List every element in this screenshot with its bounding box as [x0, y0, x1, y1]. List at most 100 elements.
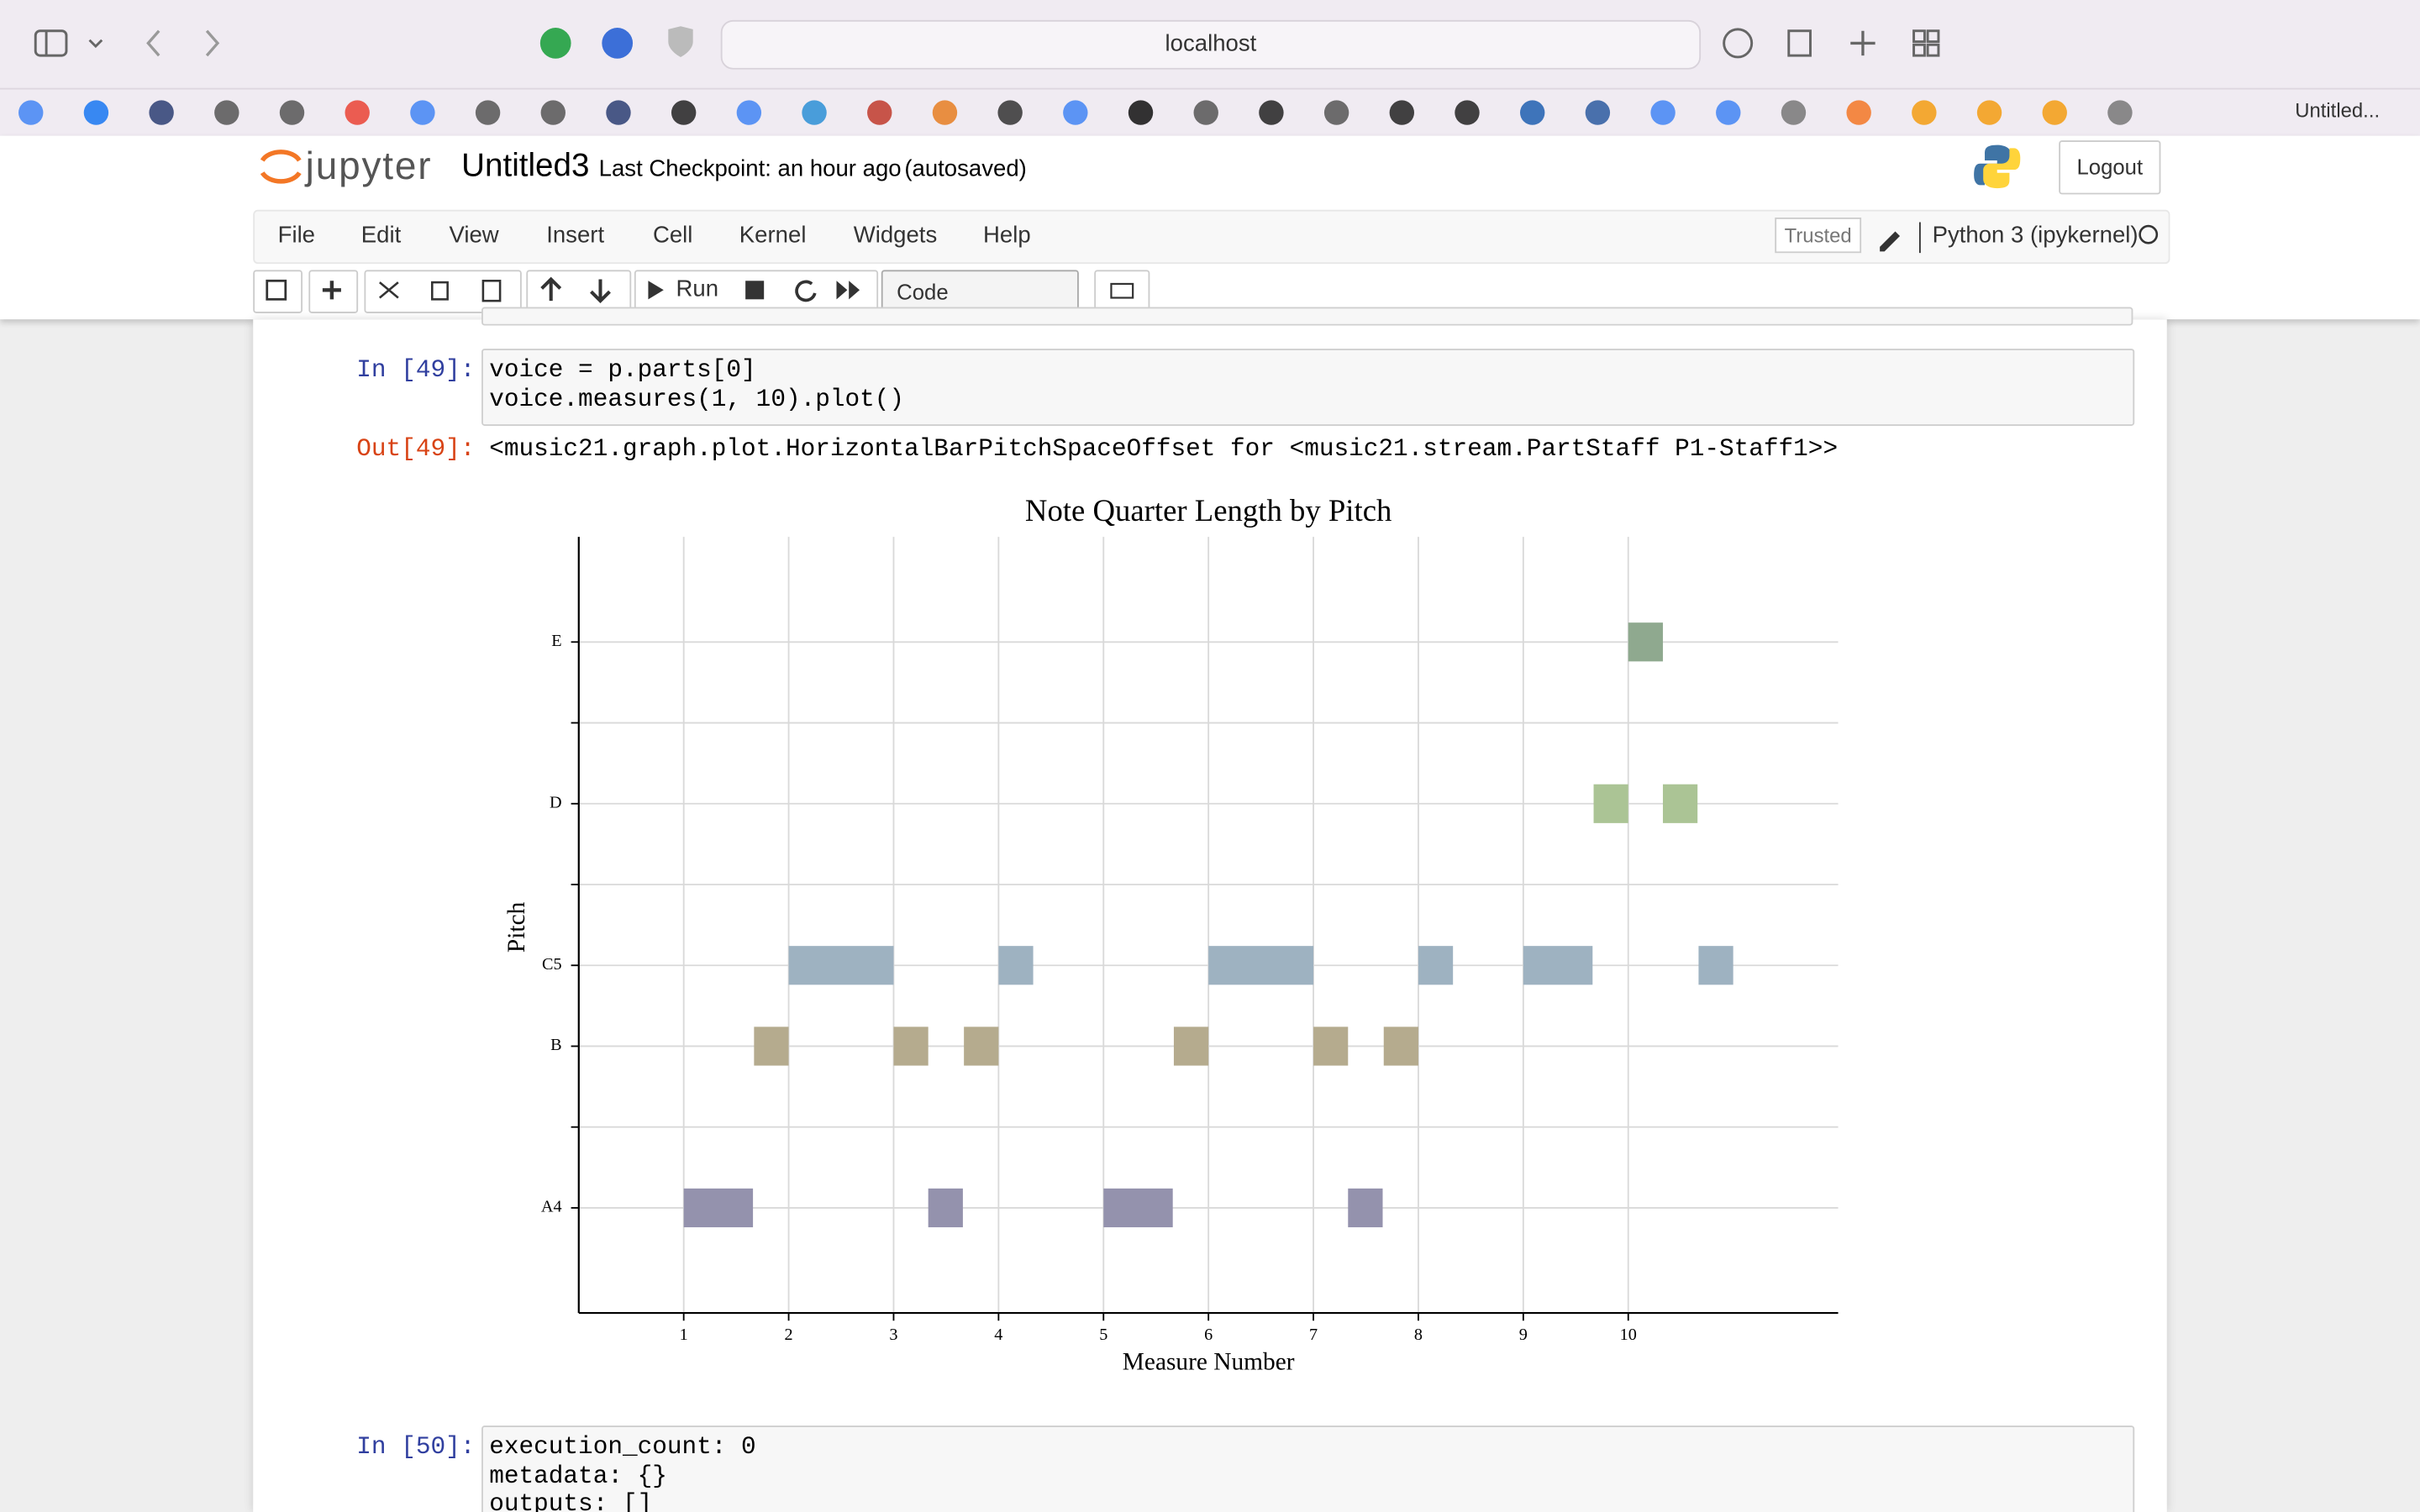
bookmark-icon — [736, 100, 762, 125]
bar — [1103, 1188, 1173, 1228]
x-tick-label: 10 — [1620, 1326, 1637, 1344]
x-tick-label: 9 — [1519, 1326, 1528, 1344]
kernel-status — [2139, 224, 2159, 244]
code-line: metadata: {} — [489, 1462, 667, 1490]
x-tick-label: 5 — [1099, 1326, 1107, 1344]
cell-type-select[interactable]: Code — [881, 270, 1079, 313]
y-tick-label: B — [550, 1036, 561, 1054]
bookmark-icon — [1063, 100, 1088, 125]
x-tick-label: 2 — [785, 1326, 793, 1344]
logout-button[interactable]: Logout — [2059, 140, 2161, 195]
bar — [1418, 946, 1454, 985]
x-tick-label: 6 — [1204, 1326, 1213, 1344]
menu-item[interactable]: Cell — [652, 222, 693, 249]
menu-item[interactable]: File — [277, 222, 316, 249]
notebook-name[interactable]: Untitled3 — [461, 148, 590, 184]
x-axis-label: Measure Number — [1123, 1348, 1295, 1375]
toolbar-icons — [266, 276, 1134, 304]
menu-item[interactable]: View — [449, 222, 499, 249]
bar — [1173, 1026, 1209, 1066]
y-axis-label: Pitch — [503, 901, 530, 953]
in-prompt: In [50]: — [356, 1433, 476, 1462]
save-button[interactable] — [253, 270, 303, 313]
bar — [1348, 1188, 1383, 1228]
bookmark-icon — [410, 100, 435, 125]
tab-title[interactable]: Untitled... — [2295, 98, 2381, 123]
move-buttons[interactable] — [526, 270, 632, 313]
bar — [1383, 1026, 1418, 1066]
bookmarks-bar — [0, 87, 2420, 139]
bar — [1662, 784, 1698, 823]
bookmark-icon — [345, 100, 370, 125]
bar — [1593, 784, 1628, 823]
bookmark-icon — [1128, 100, 1154, 125]
address-bar[interactable]: localhost — [720, 19, 1702, 70]
menu-item[interactable]: Widgets — [853, 222, 938, 249]
bookmark-icon — [867, 100, 892, 125]
bookmark-icon — [932, 100, 958, 125]
bookmark-icon — [1650, 100, 1676, 125]
menu-item[interactable]: Edit — [360, 222, 402, 249]
code-line: execution_count: 0 — [489, 1433, 756, 1462]
bookmark-icon — [1259, 100, 1284, 125]
jupyter-logo-icon — [260, 150, 302, 184]
chart-title: Note Quarter Length by Pitch — [1025, 493, 1392, 528]
x-tick-label: 3 — [889, 1326, 897, 1344]
bookmark-icon — [1193, 100, 1218, 125]
cell-type: Code — [897, 279, 949, 304]
bar — [928, 1188, 963, 1228]
code-line: voice = p.parts[0] — [489, 356, 756, 385]
menu-item[interactable]: Kernel — [739, 222, 807, 249]
in-prompt: In [49]: — [356, 356, 476, 385]
bookmark-icon — [671, 100, 697, 125]
y-tick-label: D — [550, 793, 562, 811]
y-tick-label: C5 — [542, 955, 562, 974]
bookmark-icon — [1585, 100, 1611, 125]
bar — [964, 1026, 999, 1066]
python-logo — [1974, 144, 2021, 189]
code-line: outputs: [] — [489, 1490, 653, 1512]
bar — [893, 1026, 929, 1066]
bookmark-icons — [18, 100, 2133, 125]
bar — [1523, 946, 1593, 985]
bookmark-icon — [2107, 100, 2133, 125]
bookmark-icon — [1781, 100, 1807, 125]
bookmark-icon — [540, 100, 566, 125]
bookmark-icon — [1520, 100, 1545, 125]
bookmark-icon — [1846, 100, 1871, 125]
autosave: (autosaved) — [904, 155, 1027, 182]
x-tick-label: 7 — [1309, 1326, 1318, 1344]
bar — [754, 1026, 789, 1066]
code-line: voice.measures(1, 10).plot() — [489, 385, 905, 413]
bookmark-icon — [997, 100, 1023, 125]
bookmark-icon — [1389, 100, 1415, 125]
y-tick-label: E — [551, 632, 561, 650]
bookmark-icon — [802, 100, 827, 125]
code-cell[interactable] — [481, 1425, 2135, 1512]
browser-icons — [34, 26, 1940, 59]
trusted-indicator[interactable]: Trusted — [1775, 217, 1862, 254]
out-prompt: Out[49]: — [356, 434, 476, 464]
edit-icon[interactable] — [1876, 222, 1923, 254]
menu-item[interactable]: Help — [983, 222, 1031, 249]
browser-toolbar: localhost — [0, 0, 2420, 88]
bookmark-icon — [606, 100, 631, 125]
code-cell[interactable] — [481, 349, 2135, 426]
bookmark-icon — [1976, 100, 2002, 125]
jupyter-logo[interactable]: jupyter — [305, 144, 433, 189]
kernel-name: Python 3 (ipykernel) — [1932, 222, 2139, 249]
bookmark-icon — [475, 100, 501, 125]
bookmark-icon — [1323, 100, 1349, 125]
bookmark-icon — [83, 100, 109, 125]
bar — [1698, 946, 1733, 985]
previous-cell — [481, 307, 2133, 326]
bar — [788, 946, 894, 985]
x-tick-label: 4 — [994, 1326, 1002, 1344]
menu-item[interactable]: Insert — [546, 222, 605, 249]
bar — [1208, 946, 1314, 985]
run-label[interactable]: Run — [676, 276, 719, 303]
bookmark-icon — [279, 100, 305, 125]
